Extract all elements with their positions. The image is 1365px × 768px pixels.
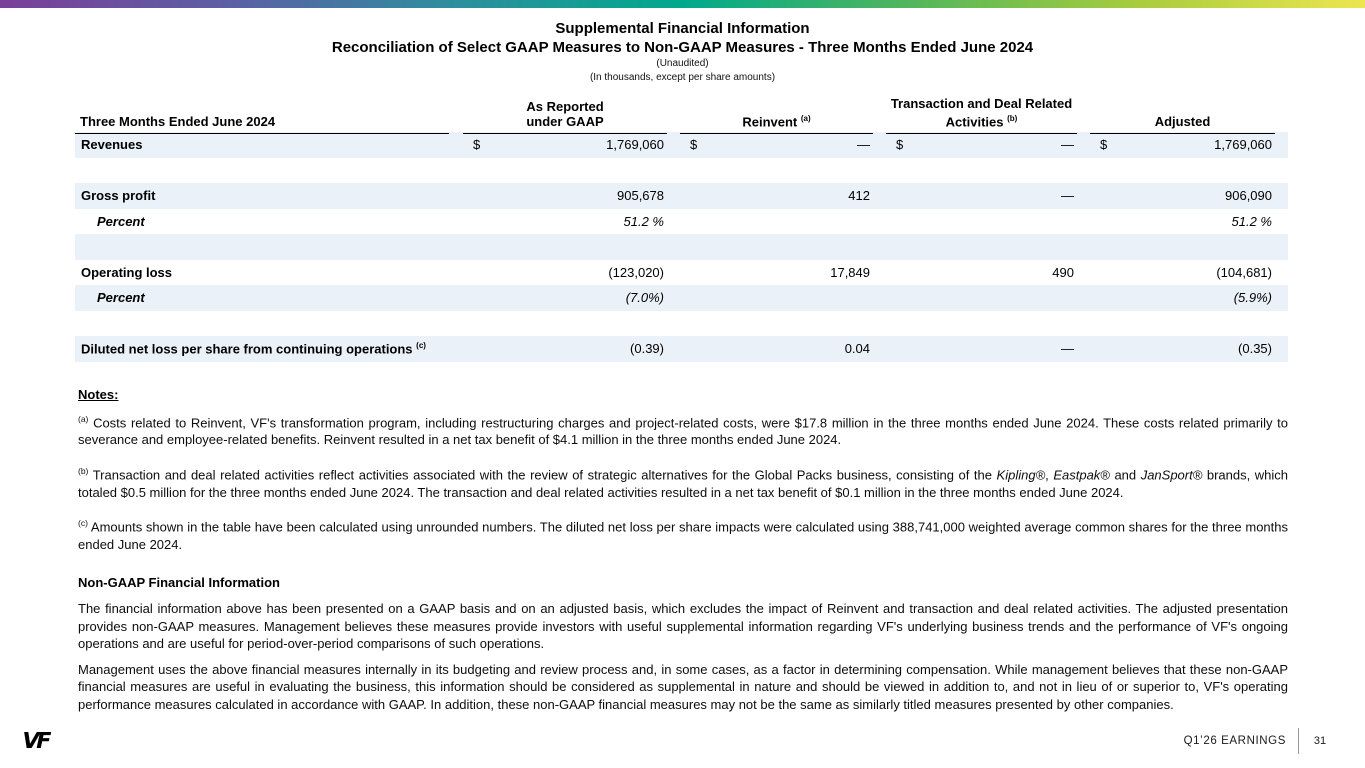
cell-value: 412: [848, 188, 870, 204]
cell-value: 906,090: [1225, 188, 1272, 204]
table-row: Gross profit 905,678 412 — 906,090: [75, 183, 1288, 209]
cell-value: 490: [1052, 264, 1074, 280]
cell-value: 17,849: [830, 264, 870, 280]
non-gaap-paragraphs: The financial information above has been…: [78, 600, 1288, 712]
title-block: Supplemental Financial Information Recon…: [0, 19, 1365, 84]
reconciliation-table: Three Months Ended June 2024 As Reported…: [75, 96, 1288, 362]
cell-value: (7.0%): [625, 290, 664, 306]
table-header-row: Three Months Ended June 2024 As Reported…: [75, 96, 1288, 135]
unaudited-note: (Unaudited): [656, 58, 709, 69]
footer-right: Q1’26 EARNINGS 31: [1184, 728, 1341, 754]
footer-divider: [1298, 728, 1299, 754]
table-row: Operating loss (123,020) 17,849 490 (104,681…: [75, 260, 1288, 286]
row-label: Percent: [97, 290, 145, 306]
cell-value: $1,769,060: [1100, 137, 1272, 153]
row-label: Revenues: [81, 137, 143, 153]
cell-value: $1,769,060: [473, 137, 664, 153]
footnote: (a) Costs related to Reinvent, VF's tran…: [78, 413, 1288, 448]
notes-heading: Notes:: [78, 386, 119, 402]
non-gaap-heading: Non-GAAP Financial Information: [78, 575, 280, 591]
dollar-sign: $: [473, 137, 481, 153]
row-label: Gross profit: [81, 188, 156, 204]
column-header: Reinvent (a): [680, 97, 873, 135]
column-header: Adjusted: [1090, 97, 1275, 135]
row-label: Operating loss: [81, 264, 173, 280]
footnote: (c) Amounts shown in the table have been…: [78, 518, 1288, 552]
table-row: Diluted net loss per share from continui…: [75, 336, 1288, 362]
cell-value: (104,681): [1216, 264, 1272, 280]
column-header: As Reported under GAAP: [463, 97, 667, 135]
body-paragraph: Management uses the above financial meas…: [78, 662, 1288, 712]
table-row: Percent (7.0%) (5.9%): [75, 285, 1288, 311]
row-label: Diluted net loss per share from continui…: [81, 341, 426, 357]
cell-value: (123,020): [608, 264, 664, 280]
table-spacer-row: [75, 234, 1288, 260]
footnote: (b) Transaction and deal related activit…: [78, 465, 1289, 500]
cell-value: 51.2 %: [1231, 213, 1272, 229]
table-row: Revenues $1,769,060 $ — $ — $1,769,060: [75, 132, 1288, 158]
body-paragraph: The financial information above has been…: [78, 601, 1288, 651]
earnings-label: Q1’26 EARNINGS: [1183, 735, 1286, 747]
table-body: Revenues $1,769,060 $ — $ — $1,769,060 Gross pr…: [75, 132, 1288, 362]
row-label: Percent: [97, 213, 145, 229]
cell-value: $ —: [690, 137, 870, 153]
cell-value: —: [1061, 341, 1074, 357]
notes-section: Notes: (a) Costs related to Reinvent, VF…: [78, 387, 1288, 713]
page-title: Supplemental Financial Information: [555, 20, 810, 37]
column-header-period: Three Months Ended June 2024: [75, 97, 449, 135]
vf-logo: VF: [19, 729, 51, 754]
cell-value: (0.39): [630, 341, 664, 357]
table-spacer-row: [75, 158, 1288, 184]
cell-value: 51.2 %: [623, 213, 664, 229]
table-spacer-row: [75, 311, 1288, 337]
page-number: 31: [1313, 735, 1327, 747]
cell-value: 0.04: [844, 341, 870, 357]
dollar-sign: $: [896, 137, 904, 153]
column-header: Transaction and Deal Related Activities (…: [886, 96, 1077, 135]
cell-value: $ —: [896, 137, 1074, 153]
dollar-sign: $: [1100, 137, 1108, 153]
brand-gradient-bar: [0, 0, 1365, 8]
table-row: Percent 51.2 % 51.2 %: [75, 209, 1288, 235]
dollar-sign: $: [690, 137, 698, 153]
page-subtitle: Reconciliation of Select GAAP Measures t…: [331, 39, 1034, 56]
slide-footer: VF Q1’26 EARNINGS 31: [0, 724, 1365, 756]
cell-value: (0.35): [1238, 341, 1272, 357]
cell-value: (5.9%): [1233, 290, 1272, 306]
cell-value: 905,678: [617, 188, 664, 204]
units-note: (In thousands, except per share amounts): [589, 71, 776, 83]
footnotes-list: (a) Costs related to Reinvent, VF's tran…: [78, 411, 1288, 554]
cell-value: —: [1061, 188, 1074, 204]
